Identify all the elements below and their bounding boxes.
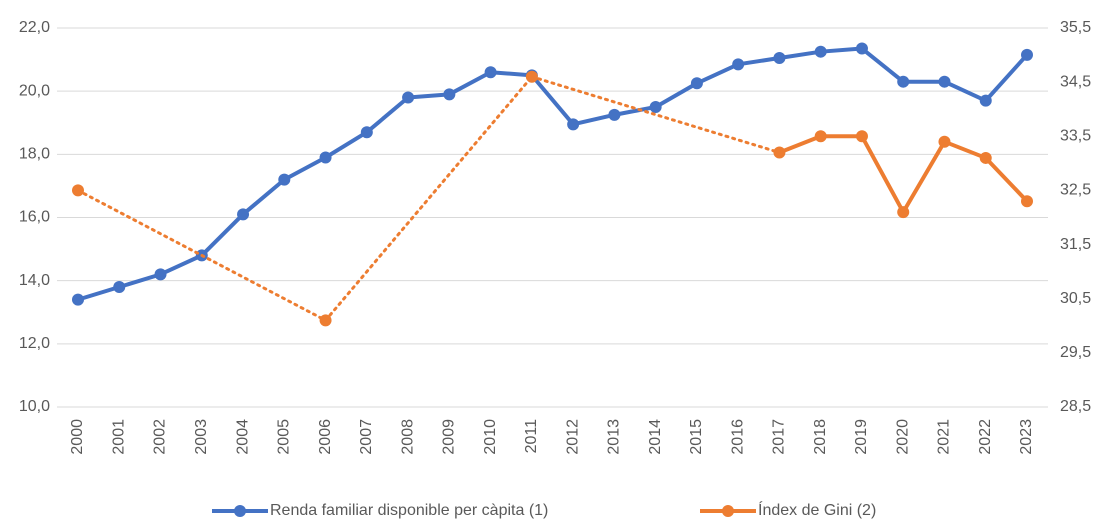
legend-label: Renda familiar disponible per càpita (1)	[270, 502, 548, 519]
point-marker	[319, 314, 332, 327]
x-tick-label: 2016	[729, 419, 746, 455]
point-marker	[113, 280, 126, 293]
y-tick-label: 14,0	[19, 272, 50, 289]
point-marker	[855, 130, 868, 143]
gap-connector	[530, 75, 781, 155]
x-tick-label: 2018	[812, 419, 829, 455]
x-tick-label: 2008	[399, 419, 416, 455]
point-marker	[319, 151, 332, 164]
legend-marker	[234, 505, 246, 517]
y2-tick-label: 31,5	[1060, 236, 1091, 253]
x-tick-label: 2013	[606, 419, 623, 455]
y2-tick-label: 33,5	[1060, 128, 1091, 145]
point-marker	[814, 45, 827, 58]
y2-tick-label: 35,5	[1060, 19, 1091, 36]
point-marker	[690, 77, 703, 90]
x-tick-label: 2002	[152, 419, 169, 455]
x-tick-label: 2023	[1018, 419, 1035, 455]
x-tick-label: 2022	[977, 419, 994, 455]
x-tick-label: 2004	[234, 419, 251, 455]
x-tick-label: 2019	[853, 419, 870, 455]
y-tick-label: 10,0	[19, 398, 50, 415]
x-tick-label: 2012	[564, 419, 581, 455]
x-tick-label: 2003	[193, 419, 210, 455]
point-marker	[484, 66, 497, 79]
point-marker	[814, 130, 827, 143]
series-line	[77, 46, 1029, 302]
y2-tick-label: 32,5	[1060, 182, 1091, 199]
point-marker	[72, 293, 84, 306]
point-marker	[732, 58, 745, 71]
x-tick-label: 2009	[441, 419, 458, 455]
x-tick-label: 2021	[936, 419, 953, 455]
legend-label: Índex de Gini (2)	[758, 500, 876, 519]
y-tick-label: 12,0	[19, 335, 50, 352]
point-marker	[443, 88, 456, 101]
x-tick-label: 2017	[771, 419, 788, 455]
x-tick-label: 2011	[523, 419, 540, 454]
x-tick-label: 2006	[317, 419, 334, 455]
x-tick-label: 2005	[276, 419, 293, 455]
point-marker	[897, 206, 910, 219]
y-tick-label: 18,0	[19, 146, 50, 163]
point-marker	[360, 126, 373, 139]
legend-marker	[722, 505, 734, 517]
point-marker	[1021, 48, 1033, 61]
point-marker	[525, 70, 538, 83]
gap-connector	[324, 75, 534, 322]
point-marker	[938, 75, 951, 88]
y-tick-label: 16,0	[19, 209, 50, 226]
x-tick-label: 2000	[69, 419, 86, 455]
point-marker	[402, 91, 415, 104]
point-marker	[979, 151, 992, 164]
y2-tick-label: 34,5	[1060, 73, 1091, 90]
point-marker	[608, 108, 621, 121]
x-tick-label: 2020	[894, 419, 911, 455]
point-marker	[567, 118, 580, 131]
point-marker	[154, 268, 167, 281]
y-tick-label: 22,0	[19, 19, 50, 36]
point-marker	[855, 42, 868, 55]
point-marker	[237, 208, 250, 221]
point-marker	[278, 173, 291, 186]
point-marker	[72, 184, 84, 197]
x-tick-label: 2014	[647, 419, 664, 455]
series-line	[778, 134, 1029, 215]
y2-tick-label: 30,5	[1060, 290, 1091, 307]
point-marker	[979, 94, 992, 107]
y2-tick-label: 29,5	[1060, 344, 1091, 361]
point-marker	[897, 75, 910, 88]
point-marker	[938, 135, 951, 148]
point-marker	[649, 100, 662, 113]
y2-tick-label: 28,5	[1060, 398, 1091, 415]
point-marker	[773, 52, 786, 65]
y-tick-label: 20,0	[19, 82, 50, 99]
point-marker	[773, 146, 786, 159]
x-tick-label: 2015	[688, 419, 705, 455]
x-tick-label: 2001	[110, 419, 127, 455]
x-tick-label: 2010	[482, 419, 499, 455]
point-marker	[1021, 195, 1033, 208]
x-tick-label: 2007	[358, 419, 375, 455]
gap-connector	[76, 188, 328, 322]
